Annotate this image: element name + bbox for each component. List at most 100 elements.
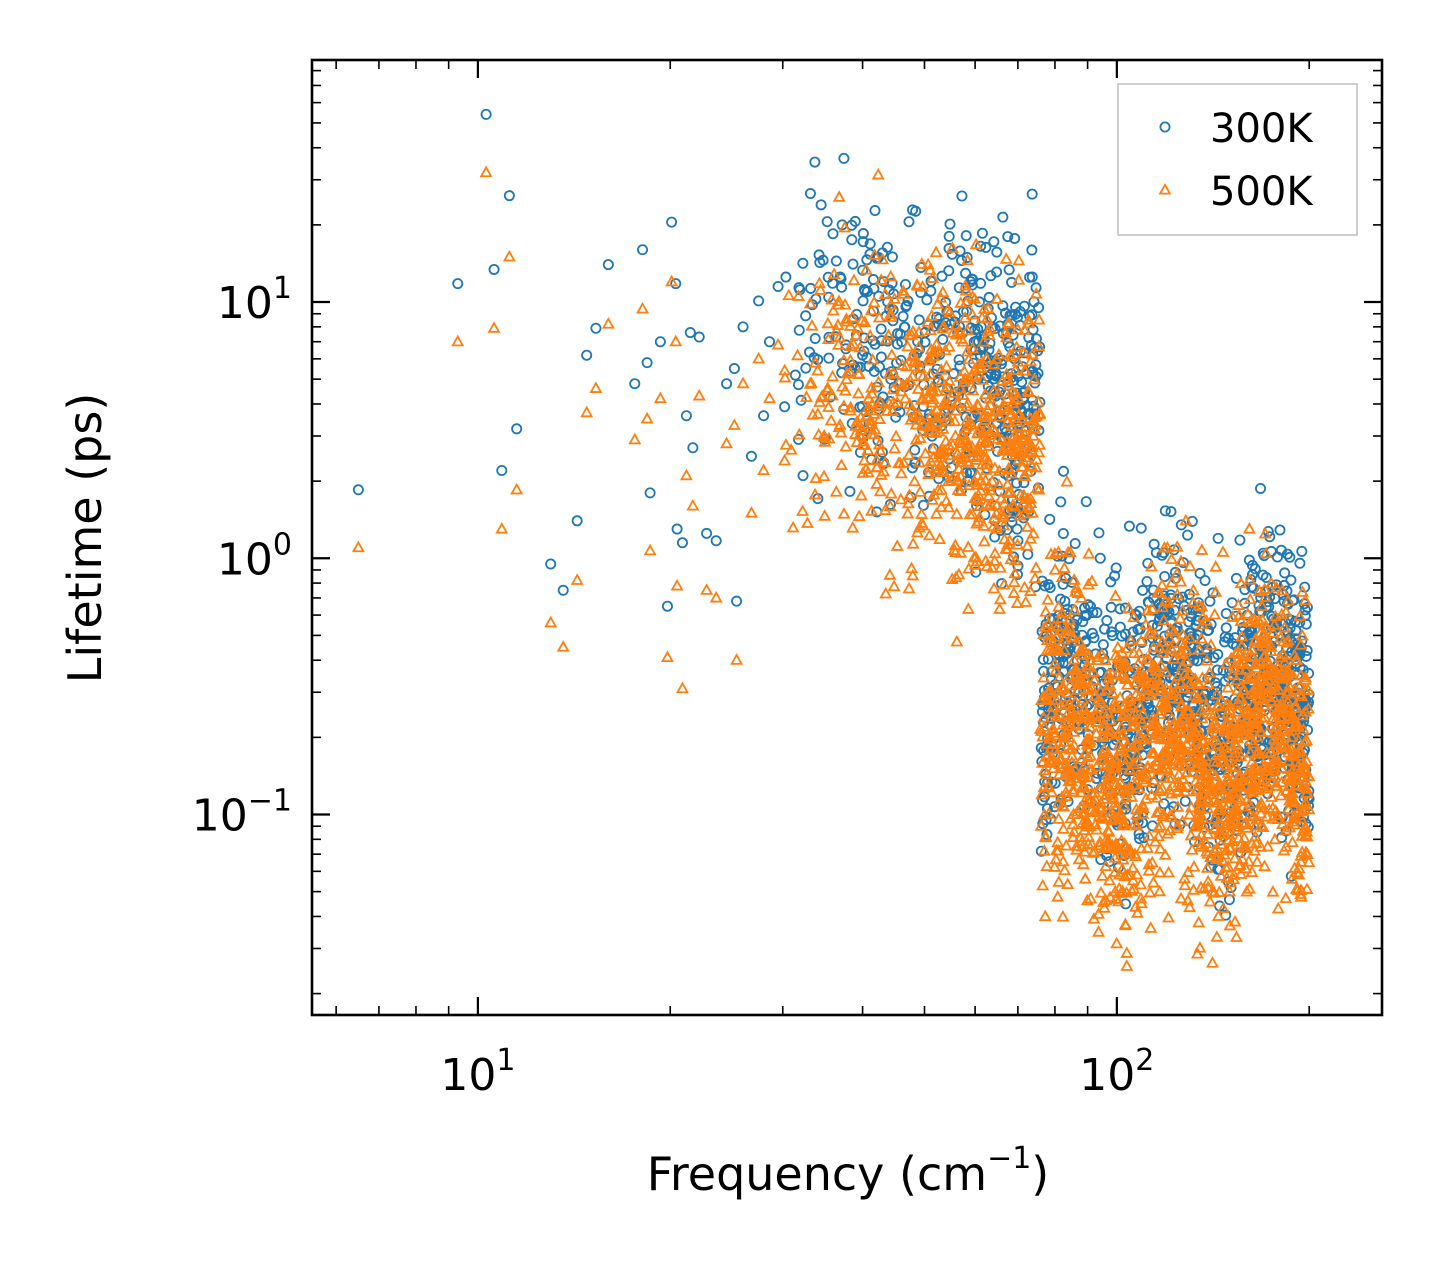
cloud-500k-1946 (1284, 774, 1298, 787)
cloud-300k-913 (1285, 574, 1297, 586)
cloud-500k-1387 (1115, 645, 1129, 658)
cloud-500k-1657 (1285, 747, 1299, 760)
cloud-500k-2192 (867, 427, 881, 440)
cloud-500k-2157 (1072, 852, 1086, 865)
point-300k-32 (737, 321, 749, 333)
cloud-500k-1342 (1048, 563, 1062, 575)
cloud-500k-622 (1057, 735, 1071, 747)
cloud-500k-992 (813, 395, 827, 407)
cloud-500k-1716 (1090, 707, 1104, 720)
cloud-500k-2039 (859, 462, 873, 474)
point-500k-32 (744, 506, 758, 518)
cloud-500k-1671 (1280, 694, 1294, 707)
cloud-500k-1354 (1157, 540, 1171, 553)
cloud-500k-480 (1036, 878, 1050, 891)
cloud-500k-1155 (1071, 586, 1085, 598)
cloud-500k-1640 (1228, 914, 1242, 927)
cloud-500k-309 (1010, 340, 1024, 353)
cloud-500k-835 (980, 311, 994, 324)
cloud-500k-256 (1055, 606, 1069, 618)
cloud-500k-2008 (1216, 854, 1230, 866)
cloud-500k-1218 (1178, 878, 1192, 891)
cloud-500k-1478 (854, 488, 868, 501)
cloud-500k-993 (857, 453, 871, 466)
cloud-500k-2110 (1155, 635, 1169, 647)
cloud-500k-514 (1164, 807, 1178, 820)
cloud-500k-1625 (988, 424, 1002, 437)
cloud-500k-898 (921, 315, 935, 327)
cloud-500k-1891 (1171, 819, 1185, 831)
cloud-500k-1621 (912, 340, 926, 353)
cloud-500k-1685 (1276, 817, 1290, 829)
cloud-500k-1876 (997, 510, 1011, 522)
cloud-500k-1660 (1018, 363, 1032, 376)
cloud-500k-1170 (1138, 732, 1152, 745)
cloud-500k-2095 (908, 354, 922, 367)
cloud-500k-1566 (1003, 347, 1017, 360)
cloud-500k-1843 (1120, 844, 1134, 856)
cloud-500k-1581 (930, 411, 944, 423)
cloud-300k-289 (1058, 465, 1070, 477)
cloud-500k-1242 (1077, 642, 1091, 655)
cloud-500k-146 (825, 292, 839, 305)
cloud-500k-1187 (1204, 638, 1218, 650)
cloud-500k-2097 (1268, 779, 1282, 791)
cloud-500k-1545 (1239, 662, 1253, 675)
cloud-500k-1787 (1105, 769, 1119, 782)
cloud-500k-1790 (1049, 630, 1063, 642)
cloud-500k-1818 (809, 471, 823, 484)
point-500k-4 (495, 522, 509, 534)
cloud-500k-2078 (1219, 657, 1233, 669)
cloud-500k-1799 (975, 355, 989, 368)
cloud-500k-88 (1174, 891, 1188, 904)
cloud-500k-1846 (949, 545, 963, 558)
cloud-500k-289 (1092, 925, 1106, 937)
cloud-500k-2180 (1090, 653, 1104, 665)
cloud-500k-2014 (990, 352, 1003, 364)
cloud-500k-506 (1209, 585, 1223, 597)
cloud-500k-1850 (1209, 852, 1223, 865)
cloud-500k-2135 (839, 312, 853, 324)
cloud-500k-1860 (1077, 823, 1091, 836)
cloud-500k-1364 (811, 363, 825, 376)
cloud-500k-1626 (1045, 644, 1059, 656)
cloud-300k-696 (1135, 522, 1147, 534)
cloud-500k-718 (1195, 599, 1209, 612)
cloud-500k-1880 (1135, 731, 1149, 744)
cloud-500k-853 (1029, 460, 1043, 473)
cloud-500k-2178 (1056, 854, 1070, 867)
y-tick-label-0: 10−1 (192, 783, 292, 841)
cloud-500k-1178 (1075, 834, 1089, 847)
cloud-500k-1175 (1028, 571, 1042, 584)
cloud-500k-1029 (914, 361, 927, 374)
cloud-500k-687 (1175, 697, 1188, 710)
cloud-500k-1510 (1281, 633, 1295, 646)
cloud-500k-1990 (832, 190, 846, 202)
point-500k-15 (640, 411, 654, 424)
cloud-500k-1513 (1146, 875, 1160, 888)
cloud-500k-1910 (1231, 704, 1245, 717)
cloud-500k-1870 (1148, 834, 1162, 847)
cloud-500k-1861 (1235, 639, 1249, 651)
cloud-500k-932 (1021, 312, 1035, 325)
cloud-500k-1883 (936, 445, 950, 457)
cloud-500k-1279 (965, 439, 979, 452)
cloud-500k-1505 (818, 509, 832, 521)
cloud-500k-1924 (1064, 630, 1078, 643)
cloud-500k-591 (1285, 872, 1299, 884)
cloud-500k-795 (1175, 647, 1189, 659)
cloud-500k-2075 (974, 473, 988, 486)
cloud-500k-961 (897, 287, 911, 299)
cloud-300k-101 (936, 270, 948, 282)
point-300k-2 (480, 108, 492, 120)
cloud-500k-2183 (981, 301, 995, 314)
cloud-500k-1411 (799, 390, 813, 402)
cloud-500k-586 (1192, 643, 1206, 655)
cloud-500k-1982 (864, 403, 878, 416)
cloud-500k-1877 (1037, 627, 1051, 640)
cloud-500k-1981 (1129, 675, 1143, 688)
cloud-500k-2019 (1004, 552, 1018, 565)
cloud-500k-1996 (1175, 754, 1189, 766)
cloud-500k-1070 (1254, 818, 1268, 831)
